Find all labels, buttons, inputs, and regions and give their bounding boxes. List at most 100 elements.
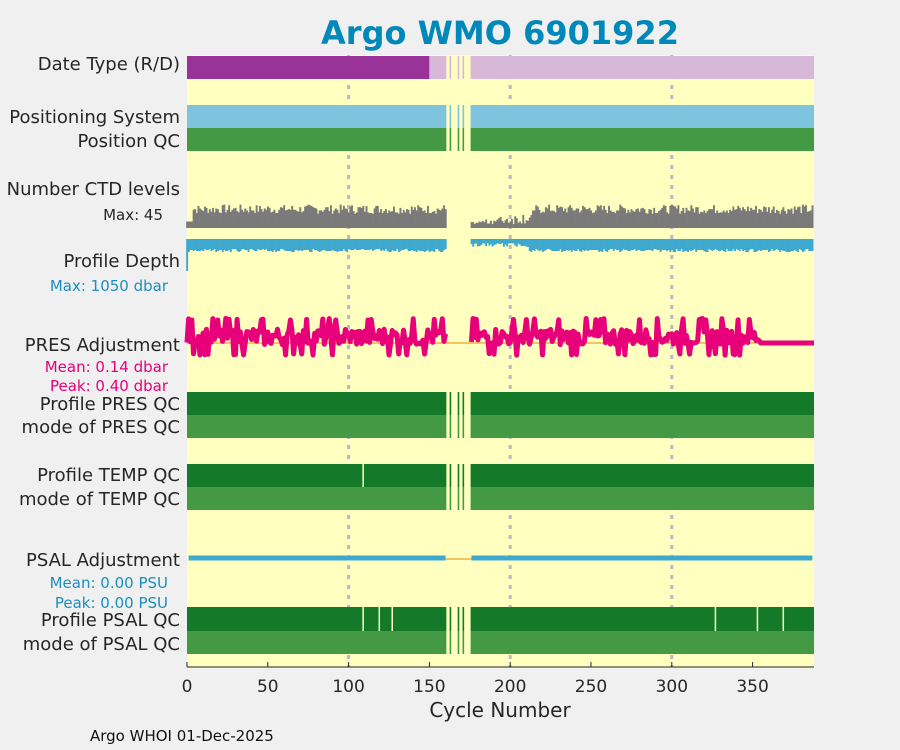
ctd-level-bar-219 (540, 213, 543, 228)
ctd-level-bar-69 (297, 211, 300, 228)
profile-depth-bar-21 (220, 239, 223, 250)
ctd-level-bar-308 (683, 213, 686, 228)
ctd-level-bar-265 (614, 213, 617, 228)
positioning-system-row (187, 105, 814, 128)
ctd-level-bar-315 (695, 207, 698, 228)
profile-depth-bar-109 (362, 239, 365, 249)
ctd-level-bar-185 (485, 219, 488, 228)
profile-depth-bar-253 (595, 239, 597, 250)
ctd-level-bar-60 (283, 205, 286, 228)
ctd-level-bar-187 (488, 223, 491, 228)
profile-depth-bar-81 (317, 239, 320, 251)
profile-depth-bar-134 (402, 239, 405, 250)
ctd-level-bar-160 (444, 209, 447, 228)
profile-pres-qc-row (187, 392, 814, 415)
ctd-level-bar-354 (758, 209, 761, 228)
ctd-level-bar-204 (515, 218, 518, 228)
ctd-level-bar-154 (435, 213, 437, 228)
ctd-level-bar-76 (309, 205, 311, 228)
ctd-level-bar-108 (360, 207, 363, 228)
profile-depth-bar-234 (564, 239, 567, 251)
profile-depth-bar-346 (745, 239, 748, 252)
profile-depth-bar-214 (532, 239, 534, 250)
ctd-level-bar-363 (772, 206, 775, 228)
profile-depth-bar-69 (297, 239, 300, 251)
profile-depth-bar-258 (603, 239, 606, 249)
ctd-level-bar-377 (795, 209, 798, 228)
profile-depth-bar-335 (727, 239, 730, 251)
ctd-level-bar-331 (721, 212, 723, 228)
row-label-positioning-system: Positioning System (9, 107, 180, 128)
ctd-level-bar-106 (357, 207, 360, 228)
ctd-level-bar-111 (365, 205, 368, 228)
ctd-level-bar-217 (536, 206, 539, 228)
ctd-level-bar-50 (266, 206, 269, 228)
ctd-level-bar-207 (520, 223, 523, 228)
profile-depth-bar-201 (511, 239, 513, 244)
profile-depth-bar-186 (486, 239, 489, 244)
ctd-level-bar-77 (310, 205, 313, 228)
ctd-level-bar-27 (229, 211, 232, 228)
ctd-level-bar-140 (412, 209, 415, 228)
ctd-level-bar-336 (729, 209, 732, 228)
ctd-level-bar-383 (805, 205, 808, 228)
ctd-level-bar-31 (236, 211, 239, 228)
ctd-level-bar-214 (532, 210, 534, 228)
ctd-level-bar-102 (351, 205, 353, 228)
profile-depth-bar-137 (407, 239, 410, 251)
profile-depth-bar-188 (489, 239, 492, 245)
ctd-level-bar-329 (717, 213, 720, 228)
ctd-level-bar-66 (292, 209, 295, 228)
ctd-level-bar-277 (633, 211, 636, 228)
pres-adjustment-line-1 (184, 315, 449, 358)
profile-depth-bar-106 (357, 239, 360, 250)
profile-depth-bar-366 (777, 239, 780, 250)
row-label-profile-temp-qc: Profile TEMP QC (37, 465, 180, 486)
ctd-level-bar-7 (197, 205, 200, 228)
ctd-level-bar-346 (745, 211, 748, 228)
profile-depth-bar-267 (617, 239, 620, 250)
ctd-level-bar-246 (583, 207, 586, 228)
profile-depth-bar-66 (292, 239, 295, 252)
ctd-level-bar-84 (321, 211, 324, 228)
profile-depth-bar-10 (202, 239, 205, 251)
profile-depth-bar-367 (779, 239, 782, 252)
ctd-level-bar-198 (506, 218, 509, 228)
profile-depth-bar-112 (367, 239, 370, 250)
profile-depth-bar-273 (627, 239, 630, 251)
ctd-level-bar-57 (278, 209, 281, 228)
ctd-level-bar-274 (628, 212, 631, 228)
ctd-level-bar-28 (231, 209, 234, 228)
profile-depth-bar-124 (386, 239, 389, 251)
profile-depth-bar-213 (530, 239, 533, 252)
profile-depth-bar-327 (714, 239, 717, 249)
ctd-level-bar-273 (627, 209, 630, 228)
row-label-ctd-levels: Number CTD levels (7, 179, 180, 200)
ctd-level-bar-268 (619, 204, 622, 228)
ctd-level-bar-24 (224, 212, 227, 228)
ctd-level-bar-350 (751, 209, 754, 228)
profile-depth-bar-187 (488, 239, 491, 246)
profile-depth-bar-379 (798, 239, 801, 249)
ctd-level-bar-144 (418, 207, 421, 228)
profile-depth-bar-79 (313, 239, 316, 250)
profile-depth-bar-328 (716, 239, 719, 250)
profile-depth-bar-291 (656, 239, 659, 250)
ctd-levels-row (186, 204, 814, 228)
ctd-level-bar-216 (535, 205, 538, 228)
profile-depth-bar-275 (630, 239, 633, 250)
profile-depth-bar-200 (509, 239, 512, 244)
ctd-level-bar-93 (336, 209, 339, 228)
profile-depth-bar-77 (310, 239, 313, 252)
profile-depth-bar-19 (216, 239, 219, 251)
profile-depth-bar-7 (197, 239, 200, 251)
ctd-level-bar-292 (658, 211, 660, 228)
profile-depth-bar-221 (543, 239, 546, 251)
ctd-level-bar-316 (696, 207, 699, 228)
profile-depth-bar-242 (577, 239, 580, 249)
ctd-level-bar-297 (666, 212, 669, 228)
ctd-level-bar-284 (645, 213, 648, 228)
ctd-level-bar-271 (624, 208, 627, 228)
ctd-level-bar-40 (250, 210, 253, 228)
